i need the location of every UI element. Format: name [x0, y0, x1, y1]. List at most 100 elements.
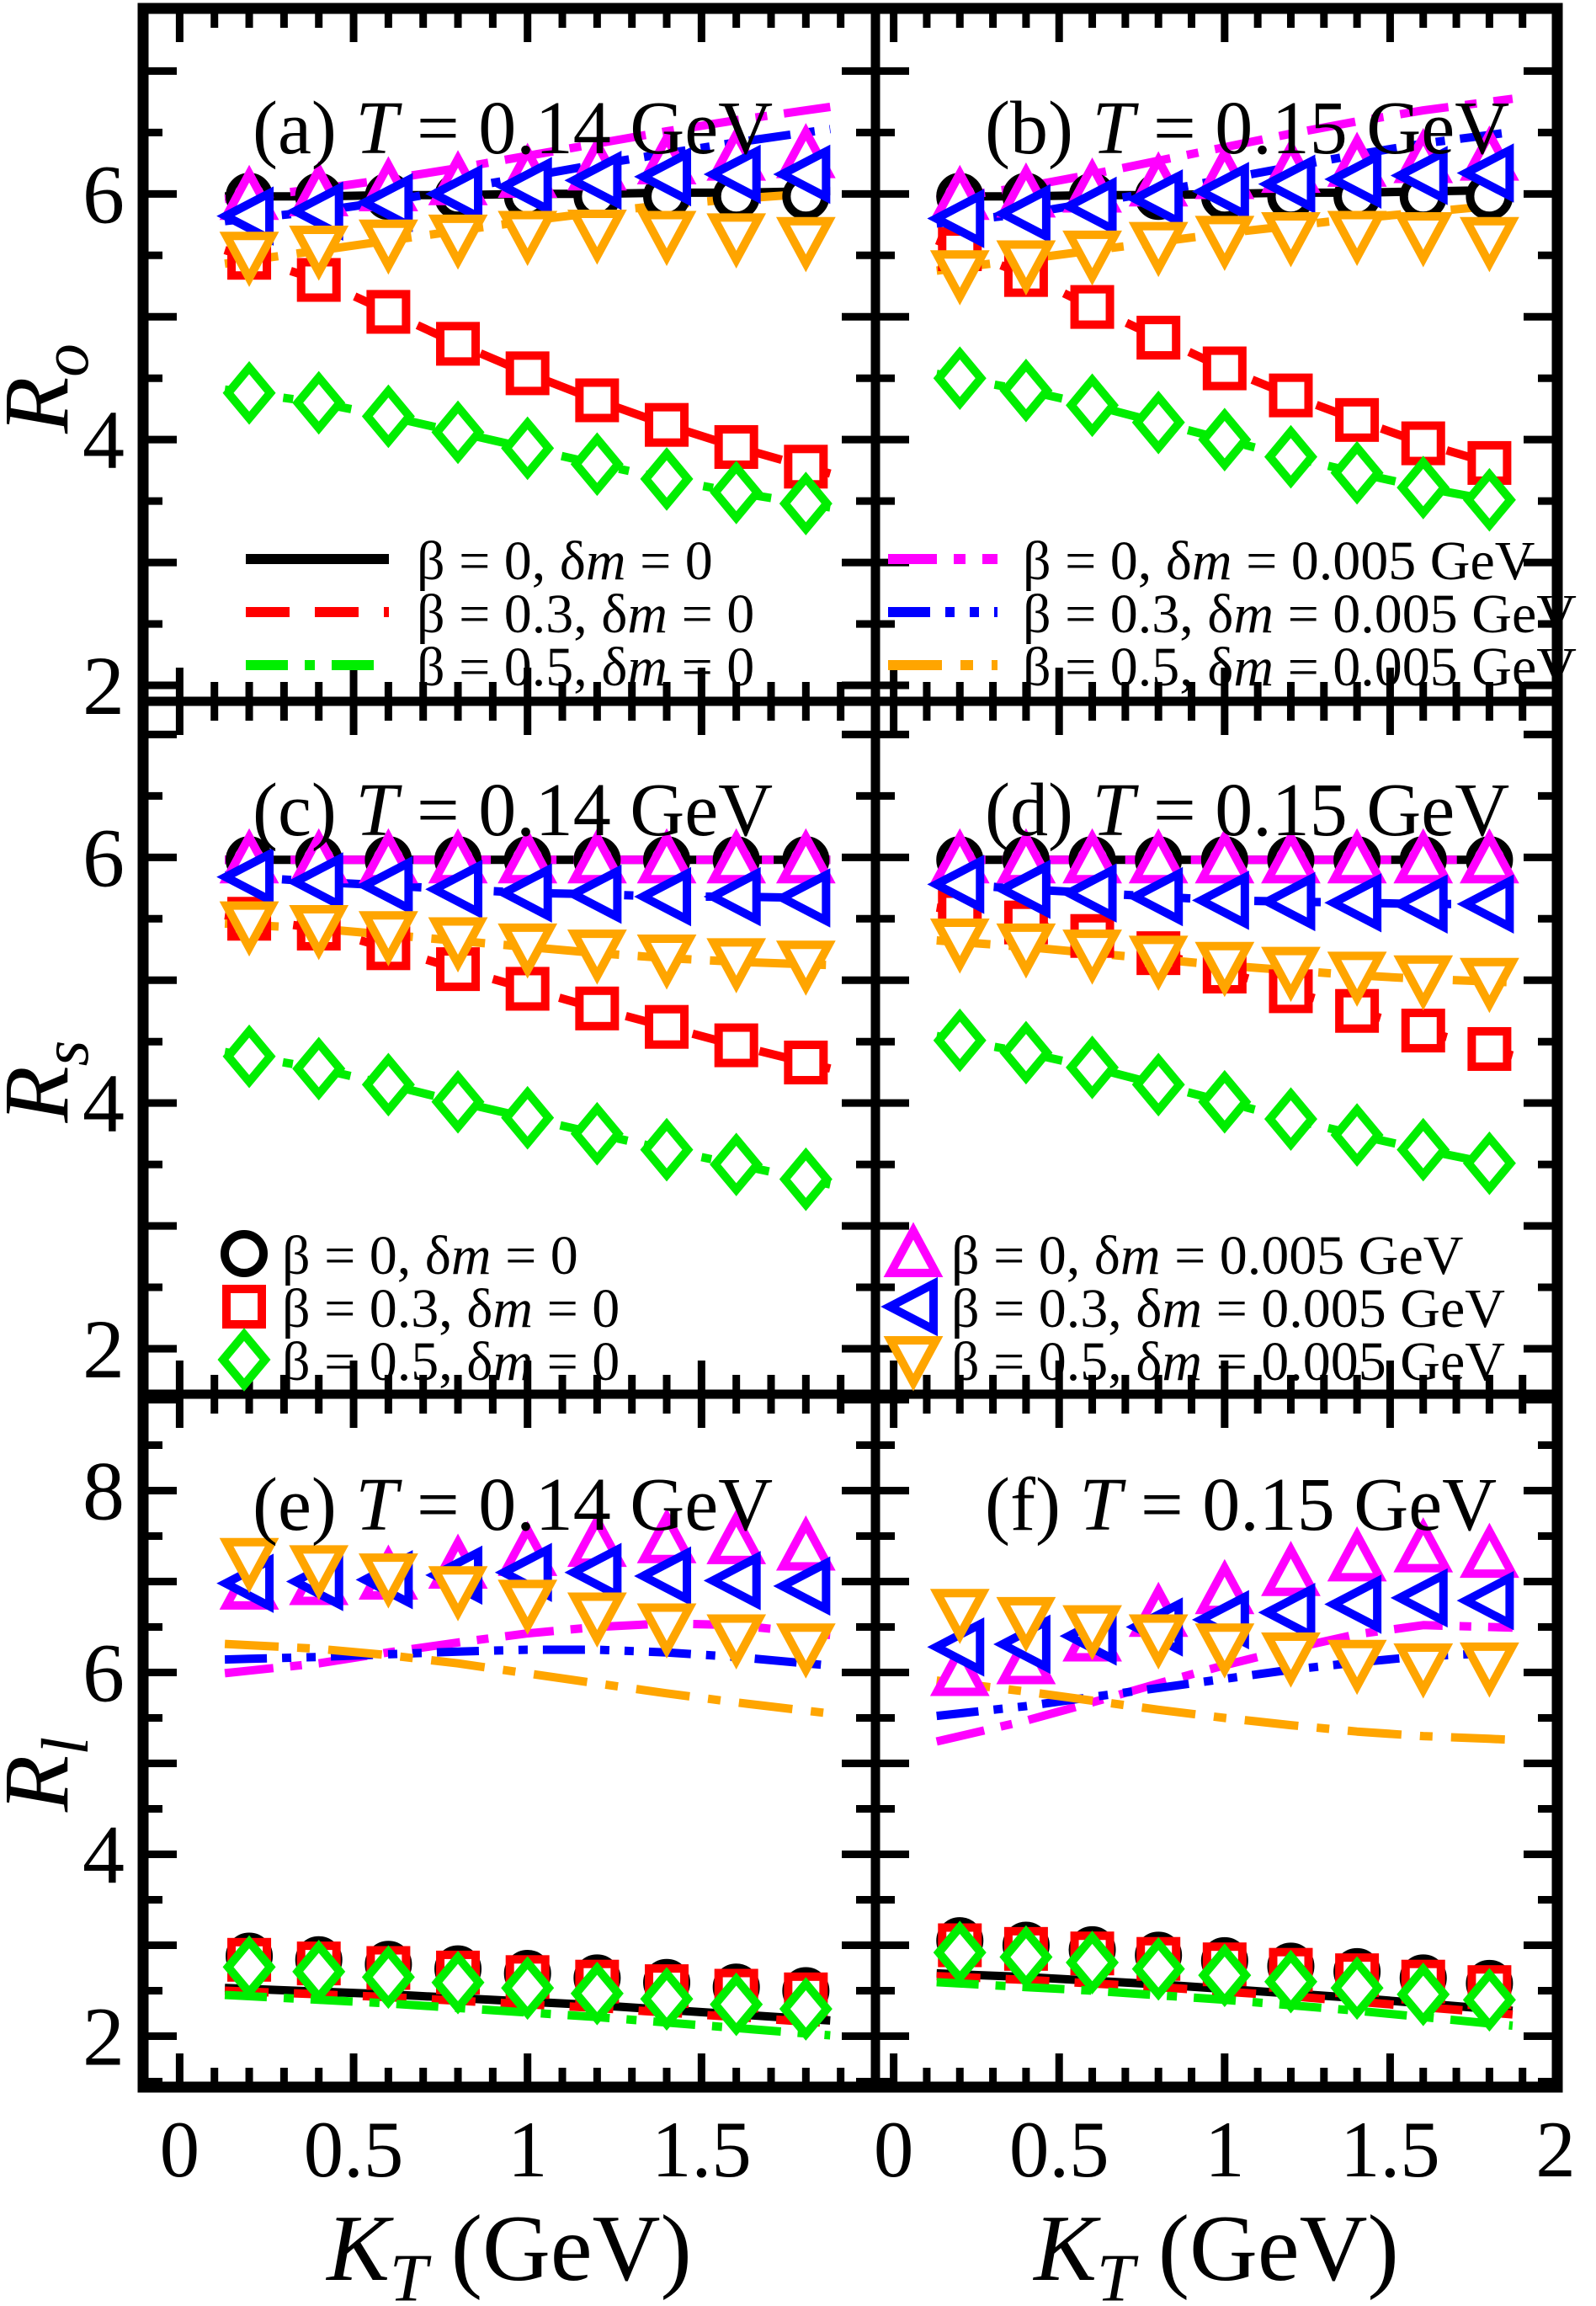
marker-triangle-down [1393, 955, 1454, 1011]
y-axis-title-row2: Rl [0, 1737, 103, 1813]
marker-triangle-down [775, 940, 836, 996]
marker-square [222, 1285, 266, 1329]
legend-label-b03_dm0: β = 0.3, δm = 0 [417, 583, 754, 645]
marker-diamond [1462, 1968, 1516, 2032]
marker-triangle-up [1393, 828, 1454, 884]
marker-triangle-left [494, 863, 552, 923]
marker-triangle-down [497, 1579, 558, 1635]
marker-triangle-down [1460, 216, 1519, 273]
marker-diamond [779, 1147, 833, 1212]
marker-diamond [640, 1967, 694, 2032]
marker-diamond [222, 1935, 276, 2000]
x-axis-title-col0: KT (GeV) [325, 2197, 692, 2306]
marker-triangle-down [996, 923, 1056, 979]
marker-triangle-down [428, 917, 488, 973]
marker-triangle-left [564, 864, 622, 924]
marker-triangle-down [219, 901, 279, 957]
marker-square [1136, 316, 1181, 360]
marker-triangle-down [775, 216, 836, 273]
legend-label-b0_dm005: β = 0, δm = 0.005 GeV [1023, 530, 1535, 592]
marker-diamond [431, 400, 485, 465]
marker-diamond [640, 1117, 694, 1182]
marker-triangle-left [634, 866, 692, 927]
marker-triangle-down [706, 1614, 767, 1670]
y-tick-label-row2-4: 4 [82, 1808, 125, 1902]
panel-title-c: (c) T = 0.14 GeV [253, 769, 773, 852]
marker-triangle-down [219, 1537, 279, 1594]
marker-triangle-left [634, 1546, 692, 1606]
marker-diamond [933, 1920, 987, 1984]
marker-diamond [1198, 407, 1252, 471]
marker-diamond [501, 1085, 555, 1150]
marker-triangle-up [1327, 1526, 1387, 1582]
marker-square [436, 322, 481, 366]
marker-diamond [1264, 1087, 1317, 1151]
marker-triangle-left [285, 181, 343, 242]
panel-e-markers [216, 1508, 836, 2041]
marker-triangle-up [883, 1222, 944, 1277]
marker-diamond [1198, 1069, 1252, 1134]
marker-diamond [361, 1052, 415, 1117]
marker-diamond [710, 1132, 763, 1196]
marker-triangle-left [1258, 1582, 1316, 1643]
marker-triangle-left [216, 847, 274, 907]
line-b05_dm005 [936, 1676, 1514, 1744]
marker-diamond [640, 447, 694, 511]
marker-diamond [999, 1925, 1053, 1989]
y-tick-label-row0-4: 4 [82, 393, 125, 487]
panel-b [927, 94, 1519, 532]
marker-triangle-down [1261, 211, 1321, 268]
marker-square [575, 378, 620, 423]
marker-triangle-down [1128, 935, 1189, 991]
marker-triangle-left [703, 866, 761, 927]
legend-label-b03_dm005: β = 0.3, δm = 0.005 GeV [951, 1278, 1505, 1339]
marker-square [1202, 346, 1247, 391]
marker-diamond [779, 1977, 833, 2041]
marker-triangle-up [1128, 828, 1189, 884]
marker-triangle-left [355, 173, 413, 232]
marker-triangle-down [1062, 929, 1122, 985]
marker-triangle-up [636, 828, 697, 884]
marker-triangle-left [355, 855, 413, 916]
marker-triangle-left [564, 1542, 622, 1602]
axis-titles: Ro Rs Rl KT (GeV) KT (GeV) [0, 344, 1399, 2306]
y-axis-title-row1: Rs [0, 1040, 103, 1123]
marker-triangle-left [703, 144, 761, 205]
marker-triangle-up [775, 1515, 836, 1571]
x-tick-label-col1-1.5: 1.5 [1340, 2105, 1440, 2194]
marker-diamond [1131, 1052, 1185, 1117]
marker-triangle-down [1327, 1639, 1387, 1696]
x-tick-label-col0-1.5: 1.5 [652, 2105, 752, 2194]
marker-triangle-up [1460, 828, 1519, 884]
marker-triangle-down [219, 232, 279, 287]
marker-triangle-down [1393, 211, 1454, 268]
marker-triangle-up [636, 1508, 697, 1563]
marker-diamond [710, 1972, 763, 2037]
marker-triangle-down [1194, 941, 1255, 998]
marker-triangle-left [1191, 871, 1249, 930]
marker-square [1335, 397, 1380, 442]
marker-triangle-left [1456, 143, 1514, 203]
marker-diamond [1330, 1956, 1384, 2021]
marker-triangle-left [880, 1276, 938, 1337]
marker-triangle-down [706, 938, 767, 993]
panel-e [216, 1508, 836, 2041]
marker-triangle-down [1062, 1605, 1122, 1661]
marker-triangle-down [883, 1336, 944, 1392]
marker-triangle-up [1327, 828, 1387, 884]
marker-square [366, 290, 411, 334]
marker-triangle-down [775, 1623, 836, 1679]
marker-square [784, 1041, 828, 1085]
marker-triangle-left [703, 1551, 761, 1611]
line-b05_dm0 [224, 1047, 832, 1189]
marker-triangle-down [1327, 951, 1387, 1007]
marker-triangle-down [1194, 1623, 1255, 1679]
marker-triangle-left [1456, 874, 1514, 934]
y-tick-label-row0-2: 2 [82, 639, 125, 732]
marker-diamond [1131, 390, 1185, 455]
marker-triangle-up [1460, 1522, 1519, 1579]
outer-frame [137, 3, 1563, 2093]
marker-diamond [431, 1069, 485, 1134]
marker-diamond [292, 370, 346, 435]
